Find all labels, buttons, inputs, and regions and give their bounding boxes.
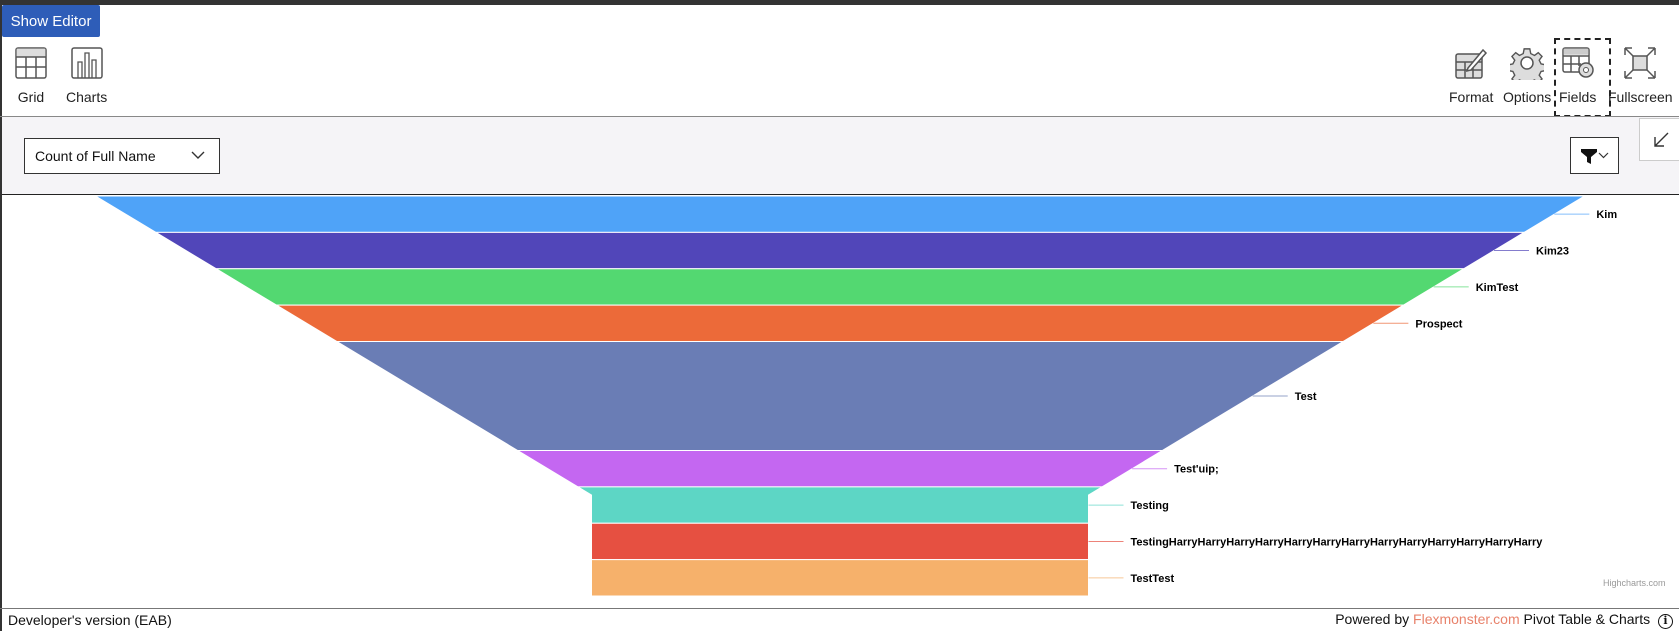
charts-label: Charts — [66, 89, 108, 105]
toolbar-fullscreen-button[interactable]: Fullscreen — [1608, 46, 1673, 105]
fullscreen-label: Fullscreen — [1608, 89, 1673, 105]
powered-by-text: Powered by — [1335, 611, 1410, 627]
fields-icon — [1561, 47, 1594, 78]
format-label: Format — [1449, 89, 1494, 105]
filter-icon — [1581, 148, 1597, 164]
fullscreen-icon — [1624, 47, 1657, 79]
footer: Developer's version (EAB) Powered by Fle… — [0, 608, 1679, 631]
highcharts-credits[interactable]: Highcharts.com — [1603, 578, 1666, 588]
window-top-border — [0, 0, 1679, 5]
toolbar-options-button[interactable]: Options — [1503, 46, 1551, 105]
show-editor-button[interactable]: Show Editor — [2, 5, 100, 37]
data-label: Prospect — [1415, 318, 1462, 330]
data-label: Test — [1295, 391, 1317, 403]
toolbar-divider — [0, 116, 1679, 117]
chevron-down-icon — [191, 151, 205, 159]
fields-label: Fields — [1559, 89, 1597, 105]
funnel-segment[interactable] — [154, 231, 1526, 270]
data-label: Kim23 — [1536, 246, 1569, 258]
funnel-segment[interactable] — [274, 304, 1406, 342]
data-label: KimTest — [1476, 282, 1519, 294]
fields-focus-outline — [1554, 38, 1611, 117]
measure-select-value: Count of Full Name — [35, 148, 156, 164]
data-label: Testing — [1131, 500, 1169, 512]
funnel-segment[interactable] — [94, 196, 1586, 233]
filter-button[interactable] — [1570, 137, 1619, 174]
product-text: Pivot Table & Charts — [1523, 611, 1651, 627]
data-label: TestingHarryHarryHarryHarryHarryHarryHar… — [1131, 536, 1544, 548]
options-label: Options — [1503, 89, 1552, 105]
chevron-down-icon — [1598, 152, 1609, 159]
data-label: TestTest — [1131, 573, 1175, 585]
powered-by: Powered by Flexmonster.com Pivot Table &… — [1335, 611, 1673, 629]
window-left-border — [0, 0, 2, 631]
collapse-panel-button[interactable] — [1639, 118, 1679, 161]
options-gear-icon — [1510, 48, 1545, 80]
funnel-segment[interactable] — [334, 340, 1346, 452]
format-icon — [1455, 48, 1488, 79]
funnel-chart: Kim Kim23 KimTest Prospect Test Test'uip; Test… — [94, 196, 1617, 597]
developer-version-text: Developer's version (EAB) — [8, 612, 172, 628]
toolbar-fields-button[interactable]: Fields — [1559, 46, 1596, 105]
measure-select[interactable]: Count of Full Name — [24, 138, 220, 174]
toolbar-format-button[interactable]: Format — [1449, 46, 1493, 105]
info-icon[interactable]: i — [1658, 614, 1673, 629]
funnel-segment[interactable] — [591, 559, 1089, 597]
funnel-segment[interactable] — [515, 450, 1165, 488]
funnel-segment[interactable] — [591, 522, 1089, 561]
data-label: Test'uip; — [1174, 464, 1219, 476]
data-label: Kim — [1596, 209, 1617, 221]
funnel-segment[interactable] — [214, 268, 1466, 306]
grid-label: Grid — [17, 89, 45, 105]
funnel-segment[interactable] — [576, 486, 1104, 524]
chart-controls-bar — [2, 117, 1679, 195]
arrow-down-left-icon — [1653, 132, 1668, 147]
flexmonster-link[interactable]: Flexmonster.com — [1413, 611, 1520, 627]
toolbar-charts-button[interactable]: Charts — [66, 46, 107, 105]
grid-icon — [15, 47, 47, 79]
toolbar-grid-button[interactable]: Grid — [14, 46, 48, 105]
charts-icon — [70, 47, 103, 79]
